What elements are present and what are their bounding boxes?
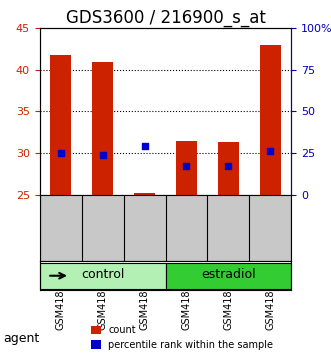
- Text: control: control: [81, 268, 124, 281]
- Legend: count, percentile rank within the sample: count, percentile rank within the sample: [87, 321, 277, 354]
- Bar: [92, 62, 113, 195]
- Point: [268, 148, 273, 153]
- Bar: [260, 45, 281, 195]
- Point: [58, 150, 63, 156]
- Point: [226, 163, 231, 169]
- FancyBboxPatch shape: [166, 263, 291, 289]
- Point: [100, 152, 105, 158]
- Text: agent: agent: [3, 332, 40, 344]
- Title: GDS3600 / 216900_s_at: GDS3600 / 216900_s_at: [66, 9, 265, 27]
- Point: [142, 144, 147, 149]
- Bar: [176, 141, 197, 195]
- Bar: [218, 142, 239, 195]
- Text: estradiol: estradiol: [201, 268, 256, 281]
- Point: [184, 163, 189, 169]
- Bar: [134, 193, 155, 195]
- Bar: [50, 55, 71, 195]
- FancyBboxPatch shape: [40, 263, 166, 289]
